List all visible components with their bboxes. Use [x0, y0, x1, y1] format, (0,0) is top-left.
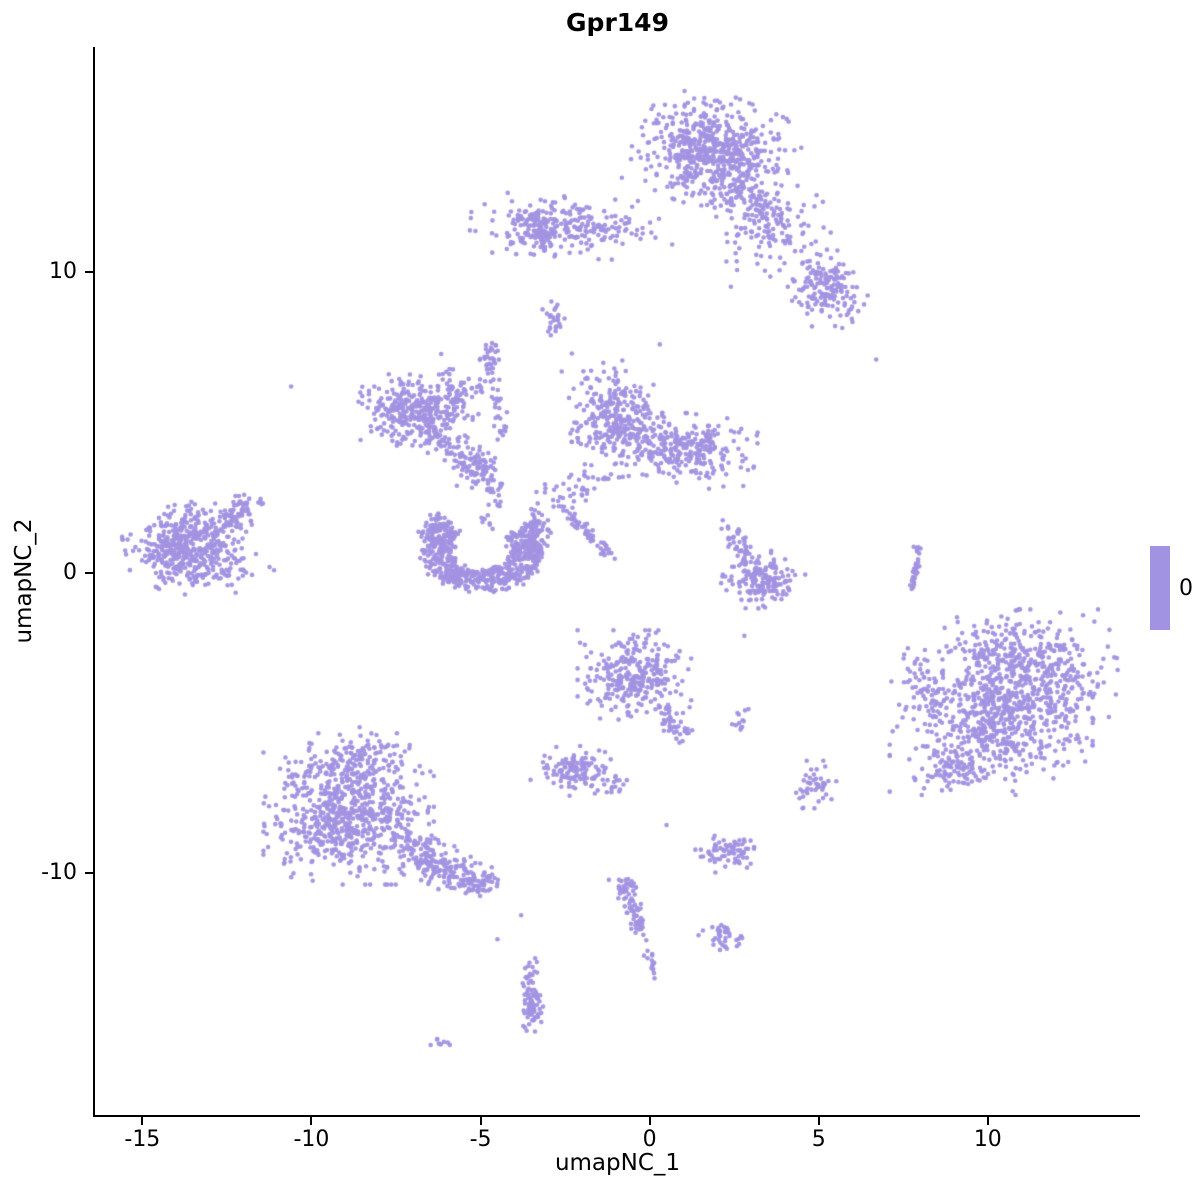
x-axis-label: umapNC_1 — [554, 1150, 681, 1176]
y-tick-mark — [85, 571, 93, 574]
x-tick-mark — [141, 1117, 144, 1125]
x-tick-mark — [648, 1117, 651, 1125]
x-tick-mark — [310, 1117, 313, 1125]
legend-color-swatch — [1150, 546, 1170, 630]
y-tick-mark — [85, 872, 93, 875]
x-tick-mark — [986, 1117, 989, 1125]
y-tick-mark — [85, 271, 93, 274]
x-tick-mark — [479, 1117, 482, 1125]
chart-title: Gpr149 — [566, 8, 669, 37]
y-axis-line — [93, 47, 95, 1117]
y-tick-label: 10 — [49, 259, 77, 285]
x-tick-mark — [817, 1117, 820, 1125]
x-tick-label: -15 — [124, 1127, 161, 1152]
x-tick-label: 10 — [973, 1127, 1002, 1152]
y-tick-label: 0 — [63, 559, 77, 585]
legend-label: 0 — [1179, 575, 1193, 601]
x-tick-label: 0 — [642, 1127, 657, 1152]
x-tick-label: -10 — [293, 1127, 330, 1152]
x-tick-label: -5 — [469, 1127, 492, 1152]
x-tick-label: 5 — [811, 1127, 826, 1152]
legend: 0 — [1150, 546, 1193, 630]
y-tick-label: -10 — [41, 860, 77, 886]
y-axis-label: umapNC_2 — [11, 518, 37, 644]
x-axis-line — [93, 1115, 1140, 1117]
